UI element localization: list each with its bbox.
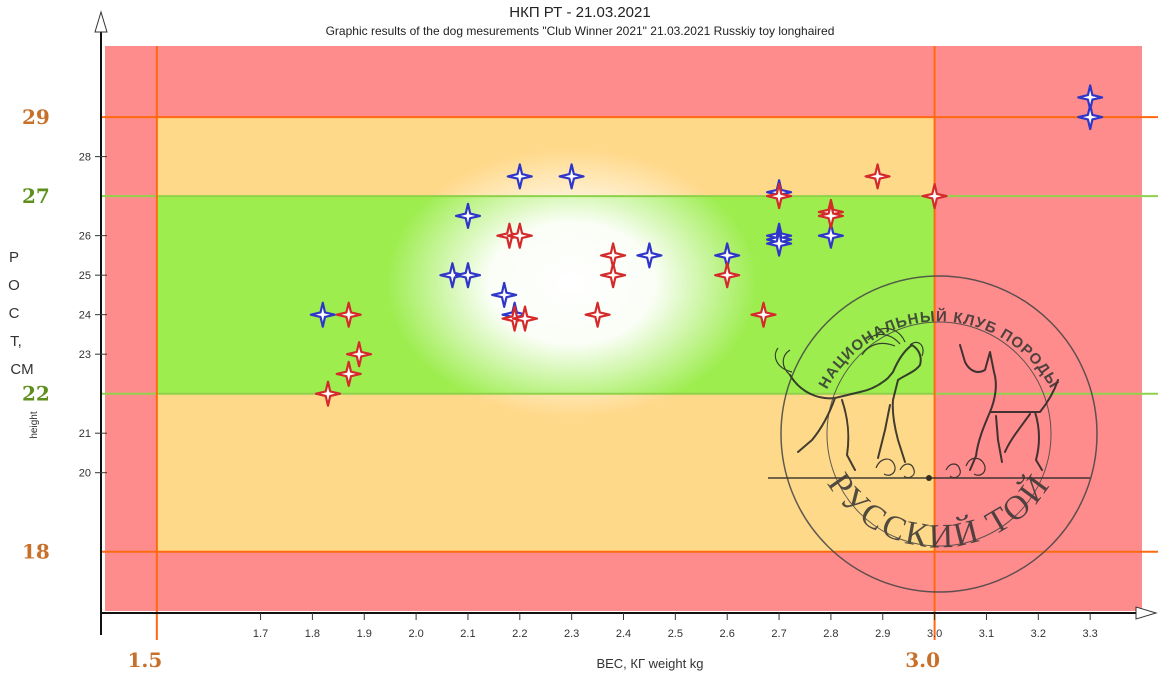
data-point bbox=[584, 301, 611, 328]
key-label-y-22: 22 bbox=[22, 382, 50, 406]
data-point bbox=[1077, 104, 1104, 131]
x-tick-label: 2.5 bbox=[668, 628, 683, 640]
data-point bbox=[309, 301, 336, 328]
y-tick-label: 20 bbox=[79, 468, 91, 480]
y-tick-label: 25 bbox=[79, 270, 91, 282]
x-tick-label: 2.3 bbox=[564, 628, 579, 640]
stamp-center-dot bbox=[926, 475, 932, 481]
axes bbox=[94, 10, 1158, 635]
longhaired-dog-ears-icon bbox=[774, 327, 924, 376]
y-tick-label: 21 bbox=[79, 428, 91, 440]
stamp-flourish-right-icon bbox=[945, 457, 986, 479]
x-tick-label: 1.7 bbox=[253, 628, 268, 640]
y-axis-label-line: Т, bbox=[10, 333, 22, 350]
x-tick-label: 3.1 bbox=[979, 628, 994, 640]
data-point bbox=[335, 360, 362, 387]
y-axis-label-line: Р bbox=[9, 249, 19, 266]
stamp-outer-ring bbox=[780, 275, 1098, 593]
x-axis-arrow-icon bbox=[1135, 606, 1158, 620]
data-points bbox=[309, 84, 1104, 407]
data-point bbox=[558, 163, 585, 190]
data-point bbox=[600, 262, 627, 289]
key-label-x-3.0: 3.0 bbox=[905, 648, 940, 672]
key-label-y-27: 27 bbox=[22, 184, 50, 208]
x-tick-label: 2.1 bbox=[460, 628, 475, 640]
key-label-y-29: 29 bbox=[22, 105, 50, 129]
y-tick-label: 23 bbox=[79, 349, 91, 361]
x-tick-label: 2.2 bbox=[512, 628, 527, 640]
data-point bbox=[817, 202, 844, 229]
x-tick-label: 3.2 bbox=[1031, 628, 1046, 640]
key-label-x-1.5: 1.5 bbox=[127, 648, 162, 672]
zone-backgrounds bbox=[105, 46, 1142, 611]
y-axis-arrow-icon bbox=[94, 10, 108, 33]
data-point bbox=[346, 341, 373, 368]
data-point bbox=[714, 262, 741, 289]
stamp-inner-ring bbox=[826, 321, 1052, 547]
data-point bbox=[817, 222, 844, 249]
data-point bbox=[766, 230, 793, 257]
y-tick-label: 26 bbox=[79, 231, 91, 243]
y-axis-label-line: С bbox=[9, 305, 20, 322]
y-axis-label: РОС Т, СМ bbox=[8, 249, 33, 378]
data-point bbox=[636, 242, 663, 269]
data-point bbox=[511, 305, 539, 332]
axis-ticks: 1.7 1.8 1.9 2.0 2.1 2.2 2.3 2.4 2.5 2.6 2.7 2.8 2.9 3… bbox=[22, 105, 1098, 672]
y-axis-label-line: О bbox=[8, 277, 20, 294]
data-point bbox=[454, 202, 482, 229]
smooth-dog-icon bbox=[959, 344, 1059, 471]
y-tick-label: 24 bbox=[79, 310, 91, 322]
x-tick-label: 1.8 bbox=[305, 628, 320, 640]
y-axis-label-line: СМ bbox=[10, 361, 33, 378]
data-point bbox=[491, 281, 518, 308]
longhaired-dog-icon bbox=[789, 344, 922, 471]
data-point bbox=[750, 301, 777, 328]
x-axis-label: ВЕС, КГ weight kg bbox=[596, 656, 703, 671]
chart-title: НКП РТ - 21.03.2021 bbox=[509, 4, 650, 21]
x-tick-label: 1.9 bbox=[357, 628, 372, 640]
data-point bbox=[506, 163, 533, 190]
x-tick-label: 2.0 bbox=[408, 628, 423, 640]
key-label-y-18: 18 bbox=[22, 540, 50, 564]
data-point bbox=[506, 222, 533, 249]
data-point bbox=[454, 262, 482, 289]
x-tick-label: 2.9 bbox=[875, 628, 890, 640]
chart-subtitle: Graphic results of the dog mesurements "… bbox=[326, 24, 835, 38]
x-tick-label: 2.6 bbox=[720, 628, 735, 640]
x-tick-label: 2.4 bbox=[616, 628, 631, 640]
data-point bbox=[864, 163, 891, 190]
x-tick-label: 2.8 bbox=[823, 628, 838, 640]
key-lines bbox=[101, 46, 1158, 640]
data-point bbox=[335, 301, 362, 328]
data-point bbox=[766, 183, 793, 210]
data-point bbox=[314, 380, 342, 407]
x-tick-label: 3.3 bbox=[1083, 628, 1098, 640]
y-axis-label-small: height bbox=[29, 411, 40, 438]
data-point bbox=[921, 183, 948, 210]
x-tick-label: 3.0 bbox=[927, 628, 942, 640]
x-tick-label: 2.7 bbox=[771, 628, 786, 640]
y-tick-label: 28 bbox=[79, 152, 91, 164]
stamp-flourish-left-icon bbox=[875, 458, 915, 479]
